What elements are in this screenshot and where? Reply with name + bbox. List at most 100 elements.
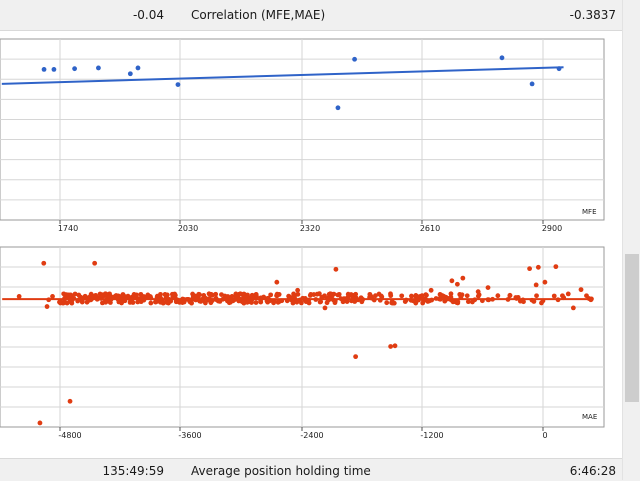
scatter-point	[208, 300, 214, 306]
vertical-scrollbar[interactable]	[622, 0, 640, 480]
scatter-point	[388, 344, 394, 349]
mfe-tick: 2900	[541, 224, 563, 233]
scatter-point	[454, 281, 460, 287]
scatter-point	[295, 287, 301, 293]
scatter-point	[67, 398, 73, 404]
scrollbar-thumb[interactable]	[625, 254, 639, 402]
scatter-point	[348, 292, 354, 297]
scatter-point	[51, 67, 57, 72]
scatter-point	[384, 300, 390, 306]
scatter-point	[553, 264, 559, 270]
stats-row-holding-time: 135:49:59 Average position holding time …	[0, 458, 622, 481]
stats-left-value: 135:49:59	[102, 464, 164, 478]
stats-right-value: 6:46:28	[569, 464, 616, 478]
scatter-point	[196, 291, 202, 297]
scatter-point	[37, 420, 43, 426]
scatter-point	[324, 300, 330, 306]
scatter-point	[584, 293, 589, 299]
scatter-point	[373, 293, 378, 299]
charts-panel: MFE 1740 2030 2320 2610 2900 MAE -4800 -…	[0, 31, 622, 458]
scatter-point	[16, 293, 22, 299]
scatter-point	[460, 275, 466, 281]
scatter-point	[531, 299, 537, 304]
scatter-point	[64, 300, 70, 306]
scatter-point	[327, 291, 333, 297]
scatter-point	[336, 291, 342, 297]
scatter-point	[560, 293, 565, 299]
scatter-point	[61, 291, 67, 297]
scatter-point	[333, 266, 339, 272]
scatter-point	[402, 299, 408, 304]
scatter-point	[449, 278, 455, 284]
scatter-point	[570, 305, 576, 311]
mae-tick: -2400	[300, 431, 324, 440]
scatter-point	[50, 293, 55, 299]
mfe-tick: 2320	[299, 224, 321, 233]
scatter-point	[229, 293, 235, 299]
scatter-point	[253, 300, 259, 305]
scatter-point	[542, 279, 548, 285]
scatter-point	[253, 292, 259, 297]
scatter-point	[72, 66, 78, 72]
scatter-point	[485, 285, 491, 291]
scatter-point	[96, 65, 101, 71]
scatter-point	[527, 266, 532, 272]
stats-row-correlation: -0.04 Correlation (MFE,MAE) -0.3837	[0, 0, 622, 31]
scatter-point	[322, 305, 328, 311]
scatter-point	[551, 293, 557, 299]
scatter-point	[175, 82, 181, 88]
scatter-point	[268, 292, 274, 298]
scatter-point	[44, 304, 50, 309]
scatter-point	[533, 282, 539, 288]
scatter-point	[69, 300, 75, 306]
mae-axis-label: MAE	[582, 413, 598, 421]
scatter-point	[92, 260, 98, 266]
stats-label: Correlation (MFE,MAE)	[191, 8, 326, 22]
scatter-point	[84, 299, 90, 305]
scatter-point	[208, 291, 214, 297]
scatter-point	[295, 291, 301, 297]
trend-line	[1, 66, 564, 85]
scatter-point	[198, 299, 204, 304]
scatter-point	[41, 67, 47, 72]
scatter-point	[392, 343, 398, 349]
scatter-point	[437, 292, 443, 297]
scatter-point	[41, 260, 47, 266]
scatter-point	[469, 299, 475, 305]
scatter-point	[464, 293, 470, 299]
scatter-point	[170, 293, 176, 299]
scatter-point	[134, 292, 139, 298]
scatter-point	[507, 293, 513, 299]
scatter-point	[316, 291, 322, 297]
scatter-point	[160, 300, 166, 306]
scatter-point	[274, 279, 280, 285]
mfe-axis-label: MFE	[582, 208, 597, 216]
mfe-tick: 2610	[419, 224, 441, 233]
scatter-point	[127, 71, 133, 77]
scatter-point	[455, 299, 461, 305]
scatter-point	[189, 300, 194, 306]
stats-label: Average position holding time	[191, 464, 371, 478]
scatter-point	[535, 264, 541, 270]
stats-left-value: -0.04	[132, 8, 164, 22]
scatter-point	[389, 299, 395, 304]
scatter-point	[68, 292, 73, 298]
scatter-point	[475, 289, 481, 295]
scatter-point	[335, 105, 341, 111]
scatter-point	[499, 55, 505, 61]
scatter-point	[291, 294, 297, 299]
mae-tick: -3600	[178, 431, 202, 440]
scatter-point	[82, 293, 88, 299]
scatter-point	[274, 293, 280, 299]
scatter-point	[340, 299, 346, 305]
mae-tick: -4800	[58, 431, 82, 440]
scatter-point	[352, 56, 357, 62]
scatter-point	[213, 291, 219, 297]
scatter-point	[138, 291, 144, 297]
scatter-point	[173, 299, 179, 305]
scatter-point	[578, 287, 584, 293]
scatter-point	[153, 299, 159, 305]
scatter-point	[539, 300, 544, 306]
scatter-point	[178, 299, 184, 305]
stats-right-value: -0.3837	[569, 8, 616, 22]
